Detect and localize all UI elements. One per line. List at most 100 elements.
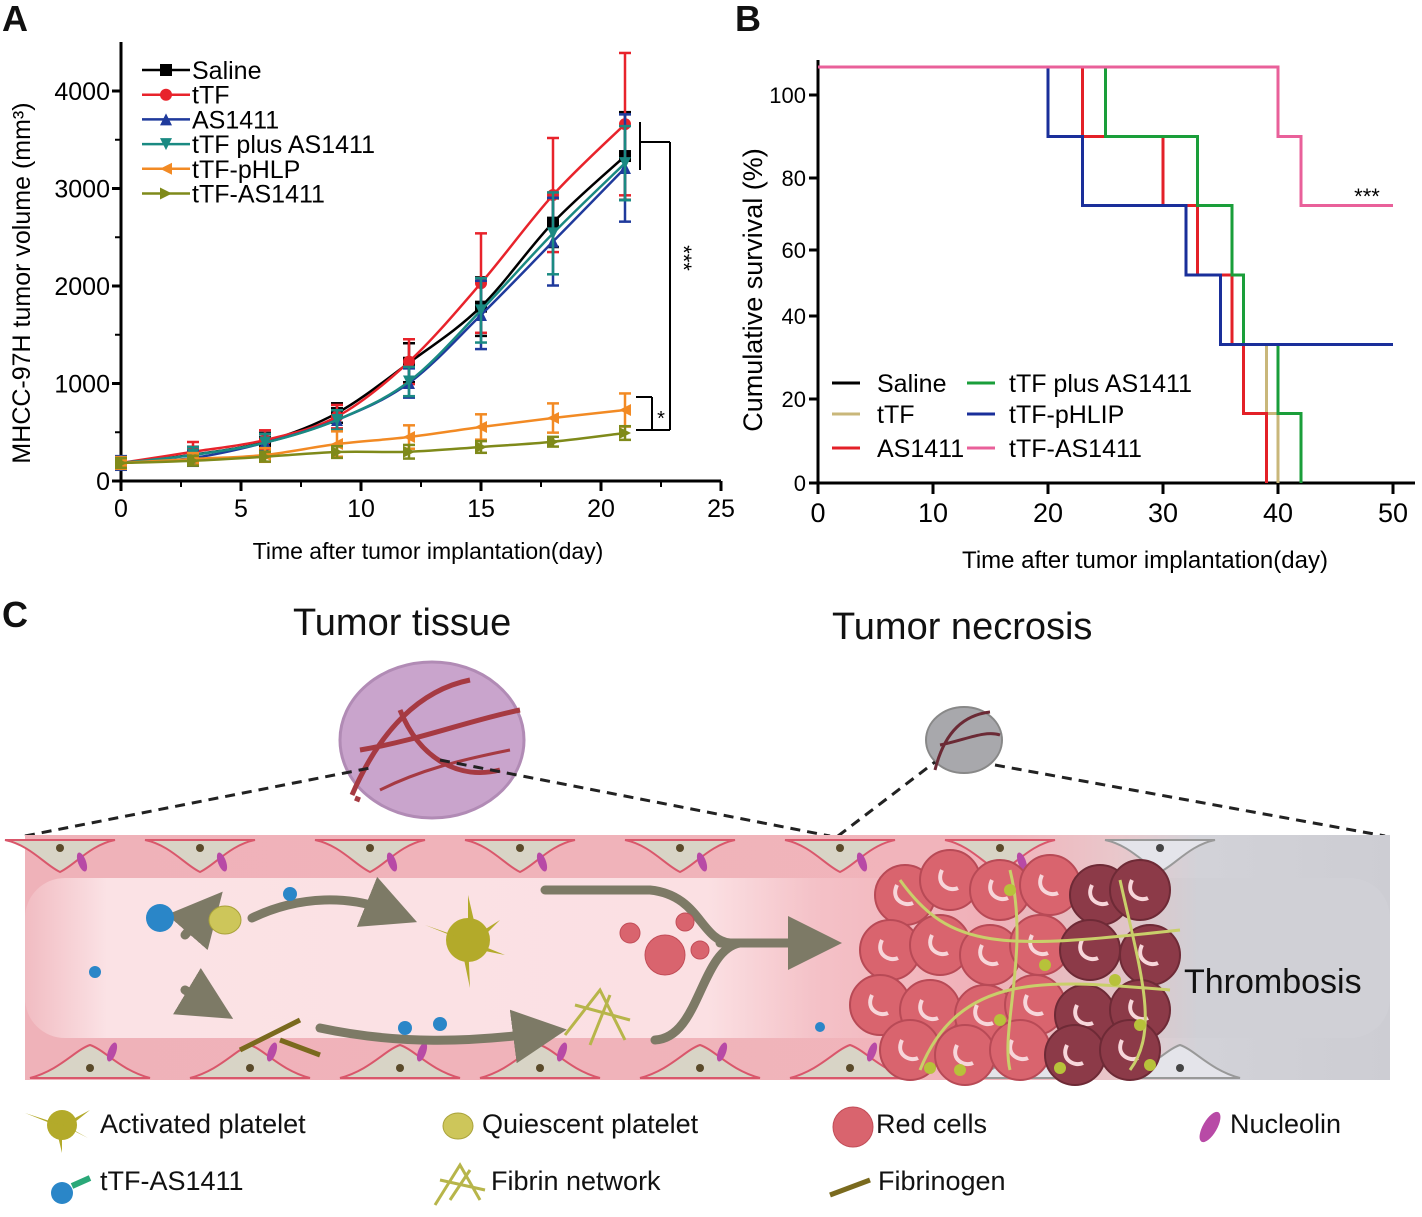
- red-cell: [989, 1019, 1051, 1081]
- cell-nucleus: [676, 844, 684, 852]
- activated-platelet-icon: [25, 1110, 90, 1153]
- endothelial-cell: [314, 839, 426, 874]
- endothelial-cell: [624, 839, 736, 874]
- x-tick-label: 20: [587, 495, 615, 523]
- cell-nucleus: [86, 1064, 94, 1072]
- fibrinogen-icon: [238, 1017, 321, 1058]
- y-tick-label: 3000: [54, 176, 110, 204]
- legend-item: Saline: [142, 57, 262, 85]
- marker-triangle-right: [475, 440, 487, 453]
- x-tick-label: 15: [467, 495, 495, 523]
- marker-triangle-down: [403, 375, 415, 388]
- fibrin-network-icon: [563, 987, 631, 1046]
- endothelial-cell: [144, 839, 256, 874]
- endothelial-cell-body: [4, 839, 116, 874]
- red-cell-highlight: [1078, 939, 1099, 961]
- activated-platelet-icon: [425, 895, 505, 988]
- endothelial-cell-body: [314, 839, 426, 874]
- series-line: [120, 408, 626, 465]
- red-cell-highlight: [1138, 944, 1159, 966]
- activated-platelet-icon: [1039, 959, 1051, 971]
- x-tick-label: 30: [1148, 498, 1178, 528]
- cell-nucleus: [836, 844, 844, 852]
- legend-item: AS1411: [142, 106, 279, 134]
- red-cell-highlight: [928, 934, 949, 956]
- cell-nucleus: [516, 844, 524, 852]
- endothelial-cell: [4, 839, 116, 874]
- marker-triangle-down: [160, 138, 172, 151]
- endothelial-cell-body: [639, 1043, 761, 1079]
- fibrinogen-icon: [829, 1177, 871, 1198]
- nucleolin-icon: [696, 852, 708, 872]
- y-axis-label: Cumulative survival (%): [738, 148, 768, 432]
- cell-nucleus: [536, 1064, 544, 1072]
- fibrin-strands: [898, 869, 1181, 1071]
- legend-label: Saline: [192, 57, 262, 85]
- legend-ttf-as1411: tTF-AS1411: [100, 1166, 244, 1196]
- endothelial-cell-body: [339, 1043, 461, 1079]
- endothelial-cell-body: [144, 839, 256, 874]
- y-tick-label: 60: [782, 238, 806, 263]
- marker-triangle-right: [160, 187, 172, 200]
- cell-nucleus: [846, 1064, 854, 1072]
- tumor-tissue-title: Tumor tissue: [293, 602, 512, 644]
- endothelial-cell: [339, 1042, 461, 1079]
- significance-brackets: ****: [636, 122, 696, 431]
- activated-platelet-icon: [1004, 884, 1016, 896]
- red-cell: [934, 1024, 996, 1086]
- legend-label: tTF plus AS1411: [1009, 370, 1192, 398]
- red-cell-highlight: [878, 939, 899, 961]
- tumor-tissue-illustration: [338, 660, 526, 820]
- legend-item: tTF: [142, 82, 230, 110]
- nucleolin-icon: [1016, 852, 1028, 872]
- marker-triangle-up: [160, 113, 172, 126]
- legend-item: tTF plus AS1411: [142, 131, 375, 159]
- survival-curve-ttf-as1411: [818, 65, 1393, 208]
- nucleolin-icon: [1199, 1111, 1221, 1143]
- red-cell-highlight: [1028, 934, 1049, 956]
- legend-label: tTF-pHLP: [192, 156, 300, 184]
- nucleolin-icon: [216, 852, 228, 872]
- marker-triangle-left: [403, 431, 415, 444]
- cell-nucleus: [56, 844, 64, 852]
- legend-fibrin-network: Fibrin network: [491, 1166, 661, 1196]
- cell-nucleus: [696, 1064, 704, 1072]
- x-axis-label: Time after tumor implantation(day): [253, 538, 604, 564]
- cell-nucleus: [396, 1064, 404, 1072]
- endothelial-cell: [639, 1042, 761, 1079]
- red-cell-highlight: [1008, 1039, 1029, 1061]
- marker-triangle-left: [475, 420, 487, 433]
- nucleolin-icon: [266, 1042, 278, 1062]
- legend-quiescent-platelet: Quiescent platelet: [482, 1109, 699, 1139]
- legend-label: AS1411: [192, 106, 279, 134]
- legend-label: tTF-pHLIP: [1009, 401, 1124, 429]
- series-line: [120, 431, 626, 465]
- x-tick-label: 0: [810, 498, 825, 528]
- cell-nucleus: [996, 844, 1004, 852]
- marker-triangle-right: [547, 435, 559, 448]
- red-cell-highlight: [1038, 874, 1059, 896]
- nucleolin-icon: [536, 852, 548, 872]
- marker-triangle-right: [619, 427, 631, 440]
- x-tick-label: 40: [1263, 498, 1293, 528]
- red-cell-highlight: [973, 1004, 994, 1026]
- x-tick-label: 10: [347, 495, 375, 523]
- endothelial-cell: [464, 839, 576, 874]
- cell-nucleus: [246, 1064, 254, 1072]
- significance-label: ***: [1354, 184, 1380, 209]
- x-tick-label: 10: [918, 498, 948, 528]
- nucleolin-icon: [386, 852, 398, 872]
- activated-platelet-icon: [994, 1014, 1006, 1026]
- marker-triangle-left: [619, 404, 631, 417]
- nucleolin-icon: [716, 1042, 728, 1062]
- marker-triangle-down: [547, 227, 559, 240]
- marker-triangle-right: [331, 446, 343, 459]
- nucleolin-icon: [76, 852, 88, 872]
- red-cell-highlight: [918, 999, 939, 1021]
- legend-activated-platelet: Activated platelet: [100, 1109, 306, 1139]
- legend-label: tTF-AS1411: [192, 181, 325, 209]
- y-tick-label: 0: [96, 468, 110, 496]
- marker-triangle-down: [259, 436, 271, 449]
- red-cell-highlight: [978, 944, 999, 966]
- vessel-lumen: [25, 878, 1390, 1038]
